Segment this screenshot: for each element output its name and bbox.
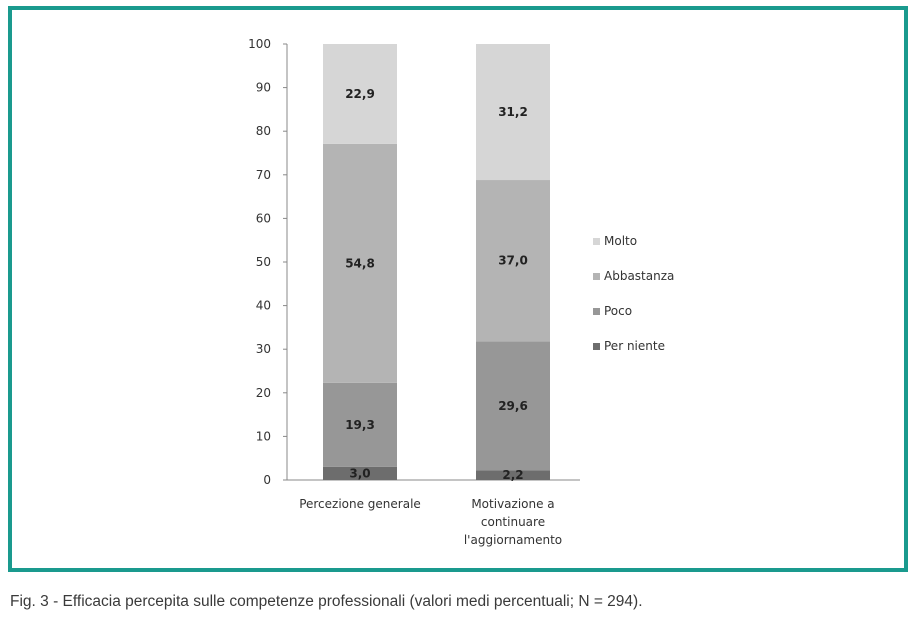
data-labels: 3,0 19,3 54,8 22,9 2,2 29,6 37,0 31,2	[345, 87, 528, 482]
bar-segment	[476, 341, 550, 471]
data-label: 22,9	[345, 87, 375, 101]
category-labels: Percezione generale Motivazione a continua…	[299, 497, 562, 547]
data-label: 2,2	[502, 468, 523, 482]
data-label: 37,0	[498, 254, 528, 268]
bar-segment	[323, 44, 397, 144]
y-tick-label: 50	[256, 255, 271, 269]
legend-swatch	[593, 343, 600, 350]
legend: Molto Abbastanza Poco Per niente	[593, 234, 674, 353]
legend-label: Abbastanza	[604, 269, 674, 283]
legend-label: Poco	[604, 304, 632, 318]
legend-swatch	[593, 308, 600, 315]
data-label: 3,0	[349, 466, 370, 480]
category-label: Percezione generale	[299, 497, 421, 511]
y-tick-label: 30	[256, 342, 271, 356]
y-tick-label: 20	[256, 386, 271, 400]
data-label: 31,2	[498, 105, 528, 119]
category-label: l'aggiornamento	[464, 533, 562, 547]
data-label: 29,6	[498, 399, 528, 413]
y-tick-label: 10	[256, 429, 271, 443]
figure-caption: Fig. 3 - Efficacia percepita sulle compe…	[10, 593, 643, 610]
category-label: Motivazione a	[471, 497, 554, 511]
bar-segment	[476, 470, 550, 480]
y-tick-label: 80	[256, 124, 271, 138]
y-tick-label: 70	[256, 168, 271, 182]
bar-segment	[476, 44, 550, 181]
data-label: 54,8	[345, 256, 375, 270]
legend-swatch	[593, 238, 600, 245]
category-label: continuare	[481, 515, 545, 529]
y-tick-label: 40	[256, 299, 271, 313]
legend-label: Molto	[604, 234, 637, 248]
legend-label: Per niente	[604, 339, 665, 353]
bar-segment	[323, 143, 397, 383]
y-tick-label: 90	[256, 81, 271, 95]
figure-frame	[8, 6, 908, 572]
bar-segment	[323, 466, 397, 480]
y-tick-label: 0	[263, 473, 271, 487]
bar-segment	[476, 180, 550, 342]
stacked-bar-chart: 0 10 20 30 40 50 60 70 80 90 100 3,0 19,3 54,8 22,9 2,…	[248, 37, 674, 547]
y-tick-label: 100	[248, 37, 271, 51]
y-tick-label: 60	[256, 211, 271, 225]
bar-segment	[323, 382, 397, 467]
data-label: 19,3	[345, 418, 375, 432]
legend-swatch	[593, 273, 600, 280]
bars	[323, 44, 550, 480]
